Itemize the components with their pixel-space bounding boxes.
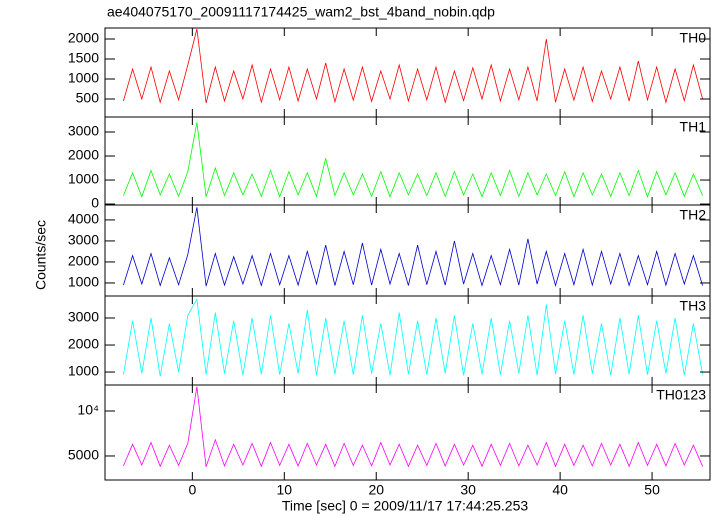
- series-line: [123, 28, 703, 104]
- panel-label: TH3: [680, 298, 707, 314]
- x-tick-label: 20: [368, 482, 384, 498]
- y-tick-label: 2000: [68, 30, 99, 46]
- series-line: [123, 122, 703, 198]
- series-line: [123, 386, 703, 468]
- y-tick-label: 2000: [68, 147, 99, 163]
- series-line: [123, 207, 703, 287]
- y-tick-label: 2000: [68, 253, 99, 269]
- panel-frame: [104, 384, 711, 481]
- y-tick-label: 2000: [68, 336, 99, 352]
- y-tick-label: 500: [76, 90, 100, 106]
- y-tick-label: 0: [91, 195, 99, 211]
- y-tick-label: 1000: [68, 70, 99, 86]
- y-axis-label: Counts/sec: [33, 220, 49, 290]
- x-tick-label: 30: [460, 482, 476, 498]
- panel-label: TH2: [680, 207, 707, 223]
- y-tick-label: 1000: [68, 274, 99, 290]
- panel-label: TH0123: [656, 387, 706, 403]
- x-tick-label: 50: [644, 482, 660, 498]
- x-tick-label: 10: [277, 482, 293, 498]
- x-tick-label: 40: [552, 482, 568, 498]
- x-axis-label: Time [sec] 0 = 2009/11/17 17:44:25.253: [282, 498, 529, 514]
- chart-title: ae404075170_20091117174425_wam2_bst_4ban…: [107, 4, 495, 20]
- panel-label: TH1: [680, 119, 707, 135]
- panel-label: TH0: [680, 30, 707, 46]
- y-tick-label: 1000: [68, 363, 99, 379]
- y-tick-label: 3000: [68, 123, 99, 139]
- panel-frame: [104, 27, 711, 118]
- y-tick-label: 3000: [68, 232, 99, 248]
- y-tick-label: 5000: [68, 447, 99, 463]
- y-tick-label: 1500: [68, 50, 99, 66]
- panel-frame: [104, 295, 711, 386]
- x-tick-label: 0: [188, 482, 196, 498]
- y-tick-label: 10⁴: [77, 402, 99, 418]
- y-tick-label: 1000: [68, 171, 99, 187]
- series-line: [123, 297, 703, 377]
- y-tick-label: 3000: [68, 309, 99, 325]
- y-tick-label: 4000: [68, 211, 99, 227]
